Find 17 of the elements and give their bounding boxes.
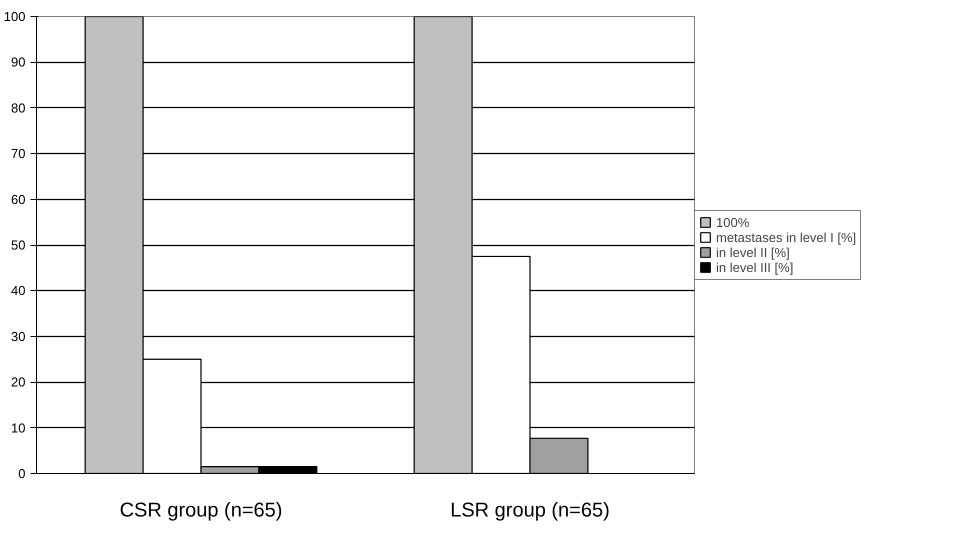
x-tick-label: LSR group (n=65) <box>450 500 610 522</box>
x-tick-label: CSR group (n=65) <box>120 500 282 522</box>
y-tick-label: 10 <box>11 420 26 436</box>
legend-label: 100% <box>716 214 750 230</box>
legend-label: in level III [%] <box>716 260 794 274</box>
y-tick-label: 90 <box>11 54 26 70</box>
y-tick-label: 20 <box>11 374 26 390</box>
y-tick-label: 60 <box>11 192 26 207</box>
legend-label: metastases in level I [%] <box>716 230 856 244</box>
y-tick-label: 70 <box>11 146 26 162</box>
y-tick-label: 30 <box>11 328 26 344</box>
y-tick-label: 0 <box>18 466 26 481</box>
y-tick-label: 100 <box>4 9 26 24</box>
legend-label: in level II [%] <box>716 244 790 260</box>
y-tick-label: 80 <box>11 100 26 116</box>
y-tick-label: 40 <box>11 283 26 298</box>
y-tick-label: 50 <box>11 238 26 252</box>
